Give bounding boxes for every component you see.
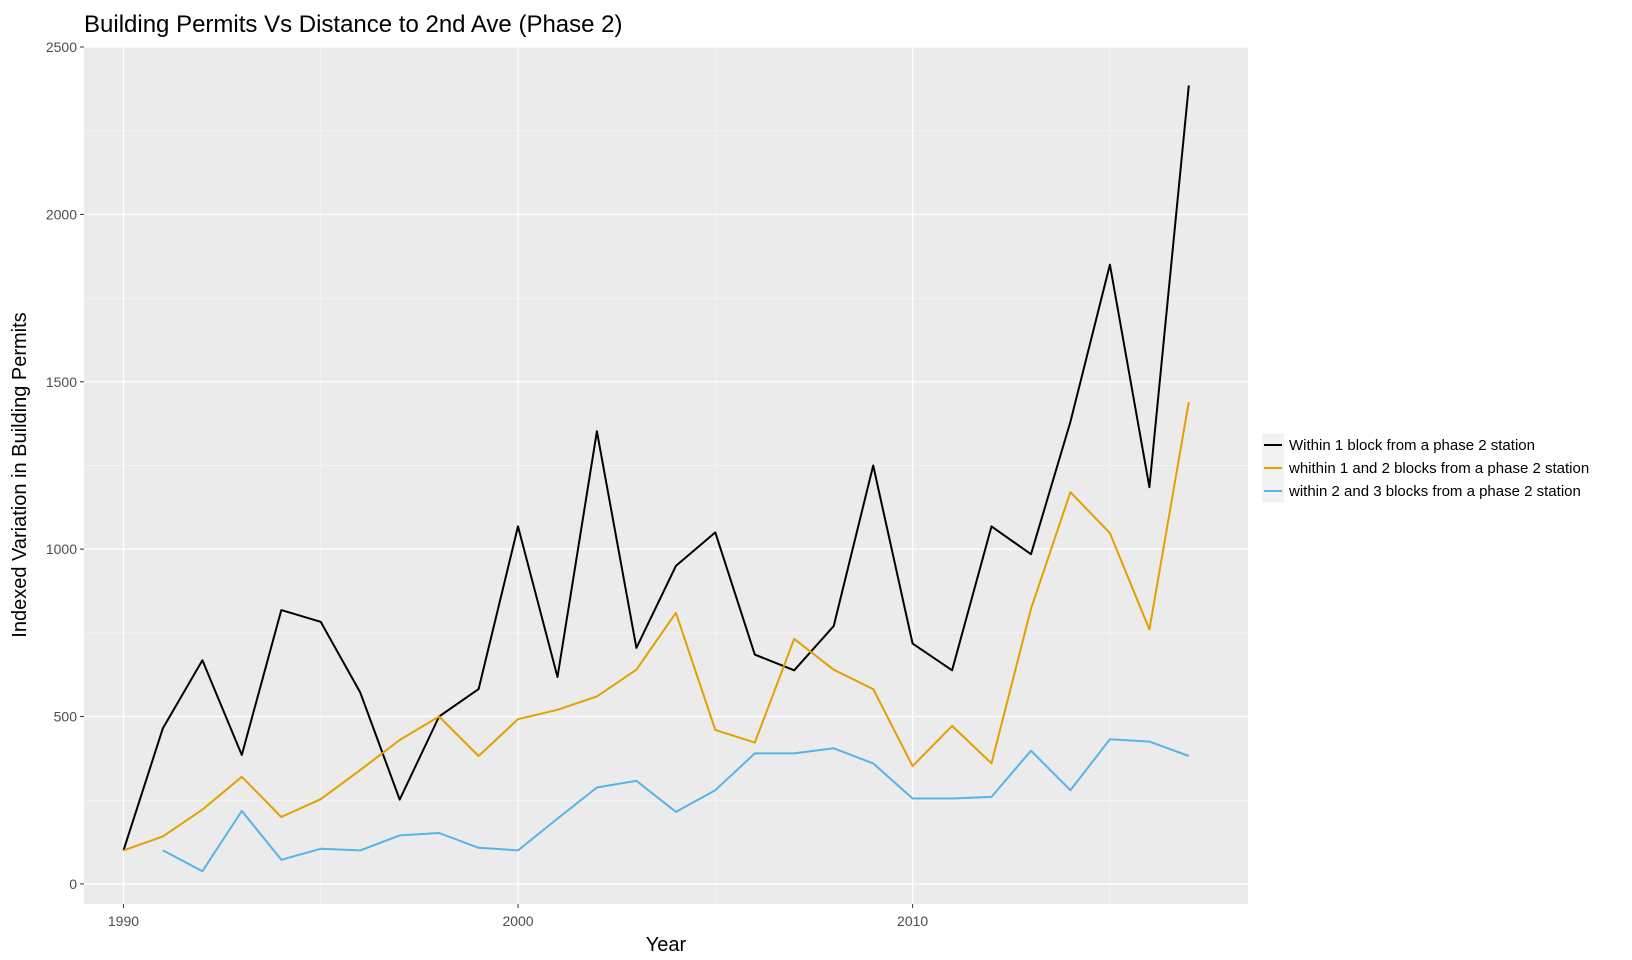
- y-tick-label: 2000: [46, 206, 77, 222]
- grid-lines: [84, 46, 1248, 904]
- x-tick-label: 1990: [108, 913, 139, 929]
- y-tick-label: 2500: [46, 39, 77, 55]
- series-line-3: [162, 738, 1190, 873]
- legend-label: Within 1 block from a phase 2 station: [1289, 437, 1535, 454]
- legend-label: whithin 1 and 2 blocks from a phase 2 st…: [1288, 460, 1589, 477]
- series-line-2: [123, 401, 1190, 852]
- plot-panel: [84, 47, 1248, 904]
- x-tick-label: 2000: [502, 913, 533, 929]
- y-axis-title: Indexed Variation in Building Permits: [9, 312, 31, 637]
- x-tick-label: 2010: [897, 913, 928, 929]
- y-tick-label: 0: [69, 876, 77, 892]
- legend: Within 1 block from a phase 2 station whi…: [1262, 433, 1589, 503]
- series-line-1: [122, 85, 1190, 851]
- series-lines: [122, 85, 1190, 873]
- y-tick-label: 1500: [46, 374, 77, 390]
- axis-ticks: 0 500 1000 1500 2000 2500 1990 2000 2010: [46, 39, 929, 929]
- chart-title: Building Permits Vs Distance to 2nd Ave …: [84, 11, 623, 38]
- y-tick-label: 500: [54, 709, 78, 725]
- y-tick-label: 1000: [46, 541, 77, 557]
- legend-label: within 2 and 3 blocks from a phase 2 sta…: [1288, 483, 1581, 500]
- x-axis-title: Year: [646, 934, 687, 956]
